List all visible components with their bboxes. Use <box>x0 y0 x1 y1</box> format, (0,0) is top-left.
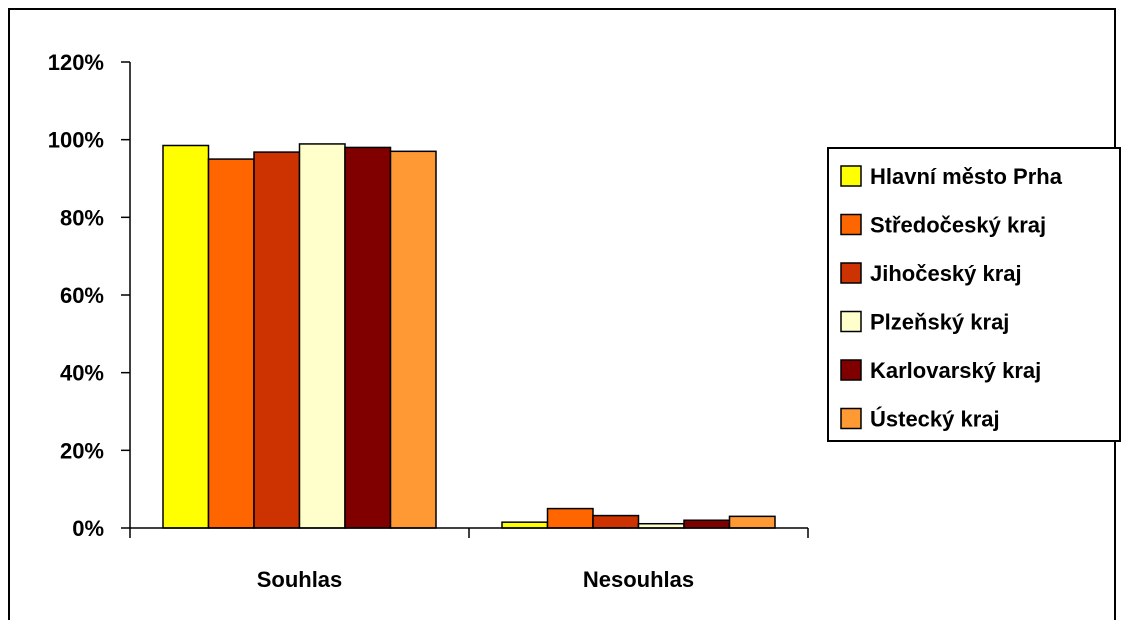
legend-label-3: Plzeňský kraj <box>870 310 1009 335</box>
bar-souhlas-5 <box>389 150 437 529</box>
legend: Hlavní město Prha Středočeský kraj Jihočes… <box>827 147 1121 442</box>
legend-swatch-5 <box>840 407 862 430</box>
category-label-souhlas: Souhlas <box>257 567 343 592</box>
legend-swatch-2 <box>840 262 862 284</box>
legend-swatch-1 <box>840 213 862 236</box>
legend-swatch-3 <box>840 310 862 333</box>
y-tick-label: 80% <box>60 205 104 230</box>
legend-label-5: Ústecký kraj <box>870 407 1000 432</box>
bar-nesouhlas-0 <box>501 521 549 529</box>
legend-box <box>827 147 1121 442</box>
legend-label-0: Hlavní město Prha <box>870 164 1063 189</box>
bar-nesouhlas-4 <box>683 519 731 529</box>
y-tick-label: 120% <box>48 50 104 75</box>
y-tick-label: 100% <box>48 128 104 153</box>
legend-label-1: Středočeský kraj <box>870 213 1046 238</box>
category-label-nesouhlas: Nesouhlas <box>583 567 694 592</box>
bar-souhlas-0 <box>162 144 210 529</box>
y-tick-label: 0% <box>72 516 104 541</box>
legend-label-2: Jihočeský kraj <box>870 261 1022 286</box>
axes-layer <box>121 61 809 538</box>
y-tick-labels: 0% 20% 40% 60% 80% 100% 120% <box>48 50 104 541</box>
bar-nesouhlas-1 <box>546 507 594 529</box>
legend-swatch-4 <box>840 359 862 381</box>
bars-layer <box>162 143 776 529</box>
legend-label-4: Karlovarský kraj <box>870 358 1041 383</box>
y-tick-label: 60% <box>60 283 104 308</box>
bar-souhlas-2 <box>253 151 301 529</box>
bar-nesouhlas-5 <box>728 515 776 529</box>
bar-souhlas-1 <box>207 158 255 529</box>
bar-nesouhlas-2 <box>592 514 640 529</box>
legend-swatch-0 <box>840 165 862 187</box>
category-labels: Souhlas Nesouhlas <box>257 567 694 592</box>
y-tick-label: 20% <box>60 438 104 463</box>
y-tick-label: 40% <box>60 361 104 386</box>
bar-souhlas-3 <box>298 143 346 529</box>
bar-souhlas-4 <box>344 146 392 529</box>
